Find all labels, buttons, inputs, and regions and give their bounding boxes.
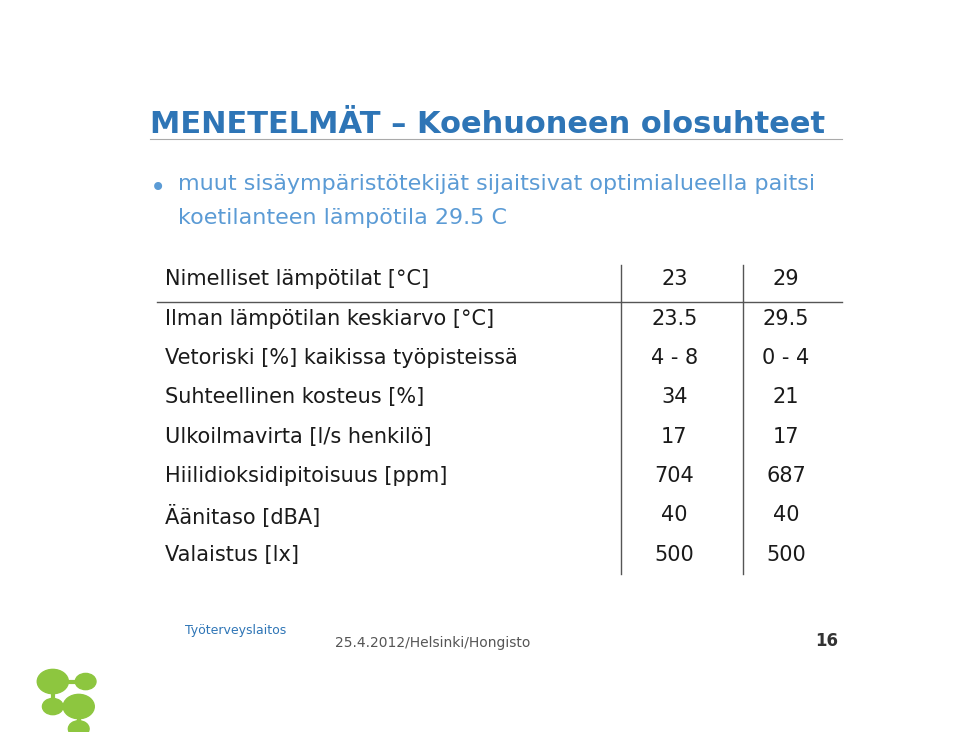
Text: 16: 16 bbox=[815, 632, 838, 650]
Text: Valaistus [lx]: Valaistus [lx] bbox=[165, 544, 299, 565]
Circle shape bbox=[63, 695, 94, 719]
Text: koetilanteen lämpötila 29.5 C: koetilanteen lämpötila 29.5 C bbox=[178, 207, 507, 228]
Text: 500: 500 bbox=[655, 544, 694, 565]
Text: MENETELMÄT – Koehuoneen olosuhteet: MENETELMÄT – Koehuoneen olosuhteet bbox=[150, 110, 825, 140]
Text: 704: 704 bbox=[655, 466, 694, 486]
Text: 23: 23 bbox=[661, 270, 687, 289]
Text: 34: 34 bbox=[661, 388, 687, 407]
Text: 4 - 8: 4 - 8 bbox=[651, 348, 698, 368]
Text: 29: 29 bbox=[773, 270, 799, 289]
Text: 500: 500 bbox=[766, 544, 805, 565]
Text: Ulkoilmavirta [l/s henkilö]: Ulkoilmavirta [l/s henkilö] bbox=[165, 427, 431, 447]
Text: 0 - 4: 0 - 4 bbox=[762, 348, 809, 368]
Text: 17: 17 bbox=[773, 427, 799, 447]
Text: 687: 687 bbox=[766, 466, 805, 486]
Text: •: • bbox=[150, 174, 166, 202]
Text: Työterveyslaitos: Työterveyslaitos bbox=[184, 623, 286, 637]
Text: 21: 21 bbox=[773, 388, 799, 407]
Text: 17: 17 bbox=[661, 427, 687, 447]
Circle shape bbox=[68, 721, 89, 737]
Text: 23.5: 23.5 bbox=[651, 309, 698, 329]
Text: Äänitaso [dBA]: Äänitaso [dBA] bbox=[165, 505, 320, 528]
Text: muut sisäympäristötekijät sijaitsivat optimialueella paitsi: muut sisäympäristötekijät sijaitsivat op… bbox=[178, 174, 815, 194]
Text: Hiilidioksidipitoisuus [ppm]: Hiilidioksidipitoisuus [ppm] bbox=[165, 466, 447, 486]
Text: 40: 40 bbox=[661, 505, 687, 525]
Text: 25.4.2012/Helsinki/Hongisto: 25.4.2012/Helsinki/Hongisto bbox=[335, 636, 530, 650]
Circle shape bbox=[37, 669, 68, 694]
Text: Ilman lämpötilan keskiarvo [°C]: Ilman lämpötilan keskiarvo [°C] bbox=[165, 309, 493, 329]
Text: 29.5: 29.5 bbox=[762, 309, 809, 329]
Circle shape bbox=[42, 698, 63, 715]
Text: Vetoriski [%] kaikissa työpisteissä: Vetoriski [%] kaikissa työpisteissä bbox=[165, 348, 517, 368]
Text: Suhteellinen kosteus [%]: Suhteellinen kosteus [%] bbox=[165, 388, 424, 407]
Text: Nimelliset lämpötilat [°C]: Nimelliset lämpötilat [°C] bbox=[165, 270, 429, 289]
Circle shape bbox=[75, 674, 96, 689]
Text: 40: 40 bbox=[773, 505, 799, 525]
